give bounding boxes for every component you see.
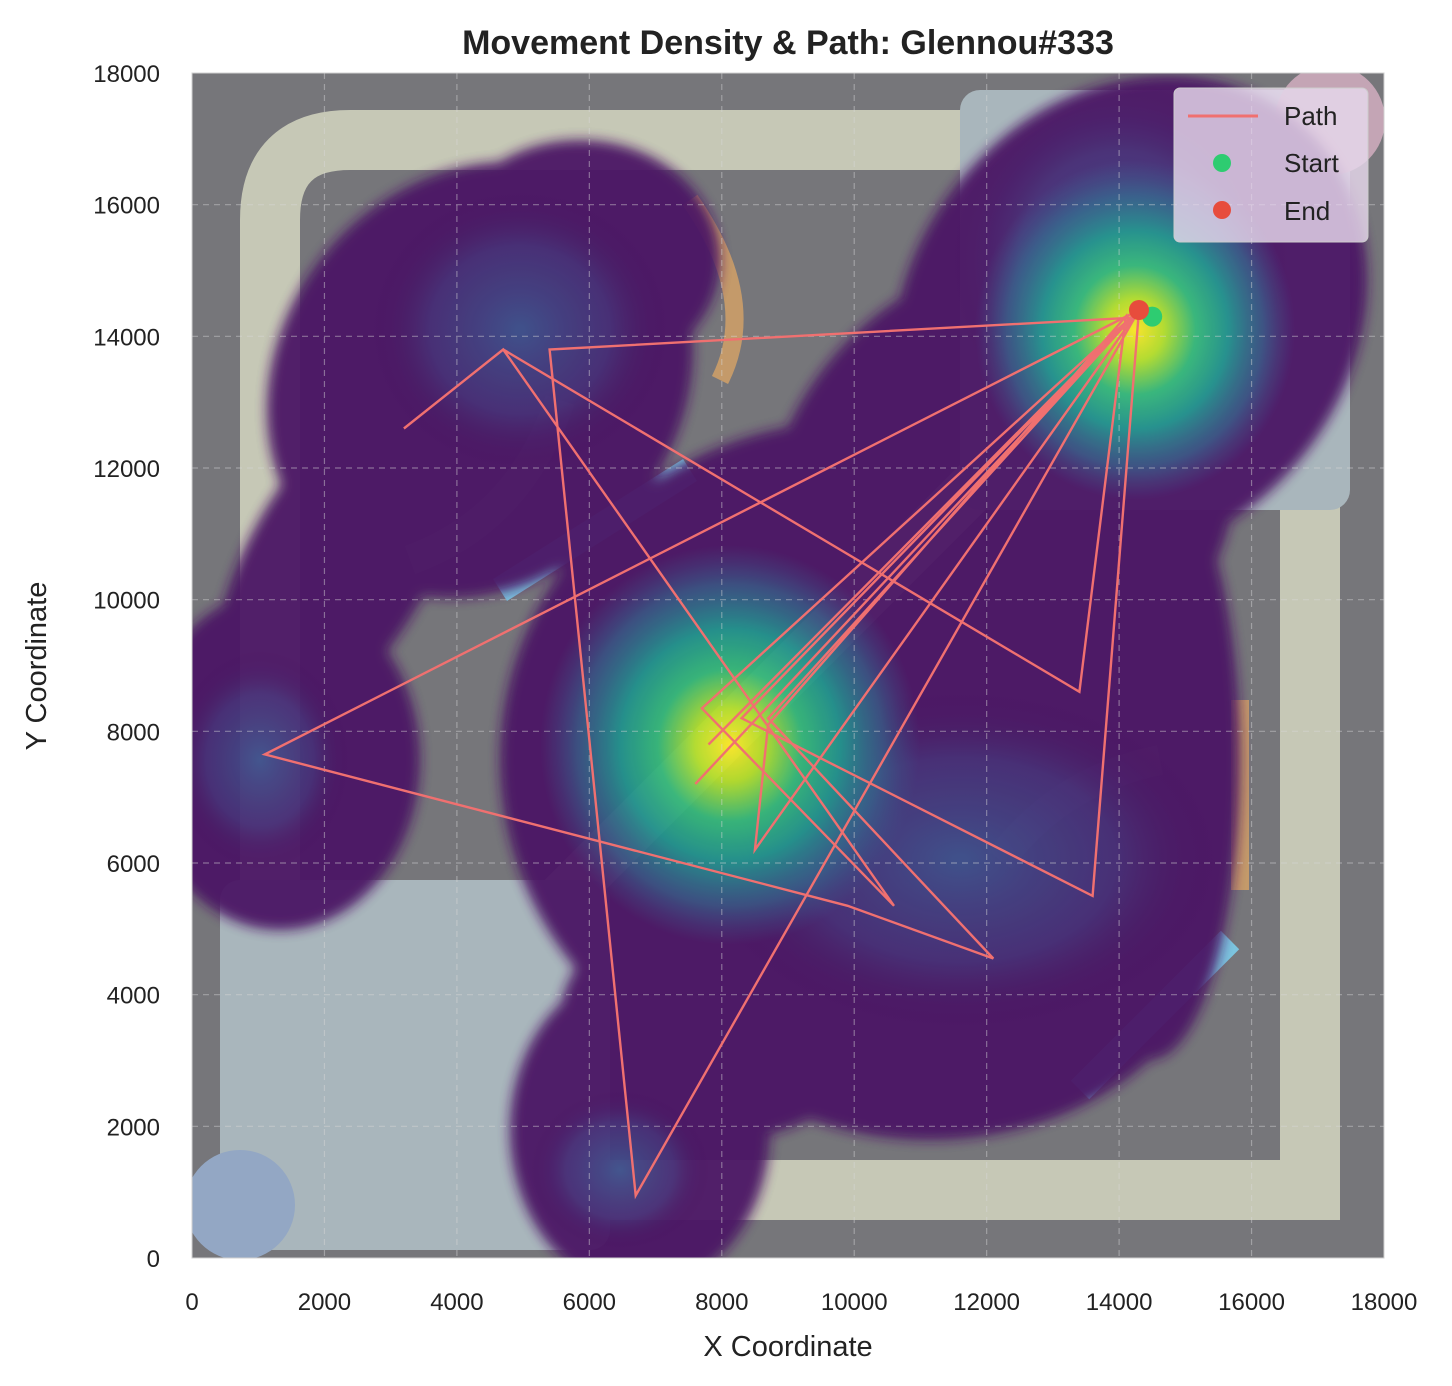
legend: Path Start End xyxy=(1173,87,1369,243)
x-tick-label: 8000 xyxy=(695,1289,748,1316)
y-tick-label: 14000 xyxy=(93,324,160,351)
y-tick-label: 0 xyxy=(147,1246,160,1273)
y-axis-label: Y Coordinate xyxy=(21,582,53,751)
x-tick-label: 18000 xyxy=(1351,1289,1418,1316)
y-ticks: 0 2000 4000 6000 8000 10000 12000 14000 16000 180… xyxy=(93,61,160,1273)
legend-end-label: End xyxy=(1284,196,1330,226)
path-line xyxy=(261,306,1153,1200)
x-ticks: 0 2000 4000 6000 8000 10000 12000 14000 16000 180… xyxy=(185,1289,1417,1316)
legend-start-label: Start xyxy=(1284,148,1340,178)
x-tick-label: 10000 xyxy=(821,1289,888,1316)
x-tick-label: 16000 xyxy=(1218,1289,1285,1316)
y-tick-label: 2000 xyxy=(107,1114,160,1141)
legend-path-label: Path xyxy=(1284,101,1338,131)
y-tick-label: 4000 xyxy=(107,983,160,1010)
x-tick-label: 4000 xyxy=(430,1289,483,1316)
chart-title: Movement Density & Path: Glennou#333 xyxy=(462,24,1114,62)
legend-start-swatch xyxy=(1213,154,1231,172)
x-tick-label: 6000 xyxy=(563,1289,616,1316)
legend-end-swatch xyxy=(1213,201,1231,219)
x-axis-label: X Coordinate xyxy=(703,1331,872,1363)
y-tick-label: 18000 xyxy=(93,61,160,88)
end-marker xyxy=(1128,300,1149,320)
y-tick-label: 8000 xyxy=(107,719,160,746)
y-tick-label: 6000 xyxy=(107,851,160,878)
y-tick-label: 10000 xyxy=(93,588,160,615)
y-tick-label: 16000 xyxy=(93,193,160,220)
x-tick-label: 2000 xyxy=(298,1289,351,1316)
path-layer xyxy=(261,300,1163,1200)
y-tick-label: 12000 xyxy=(93,456,160,483)
x-tick-label: 14000 xyxy=(1086,1289,1153,1316)
grid-lines xyxy=(192,73,1384,1258)
plot-frame xyxy=(191,72,1385,1259)
x-tick-label: 12000 xyxy=(953,1289,1020,1316)
x-tick-label: 0 xyxy=(185,1289,198,1316)
